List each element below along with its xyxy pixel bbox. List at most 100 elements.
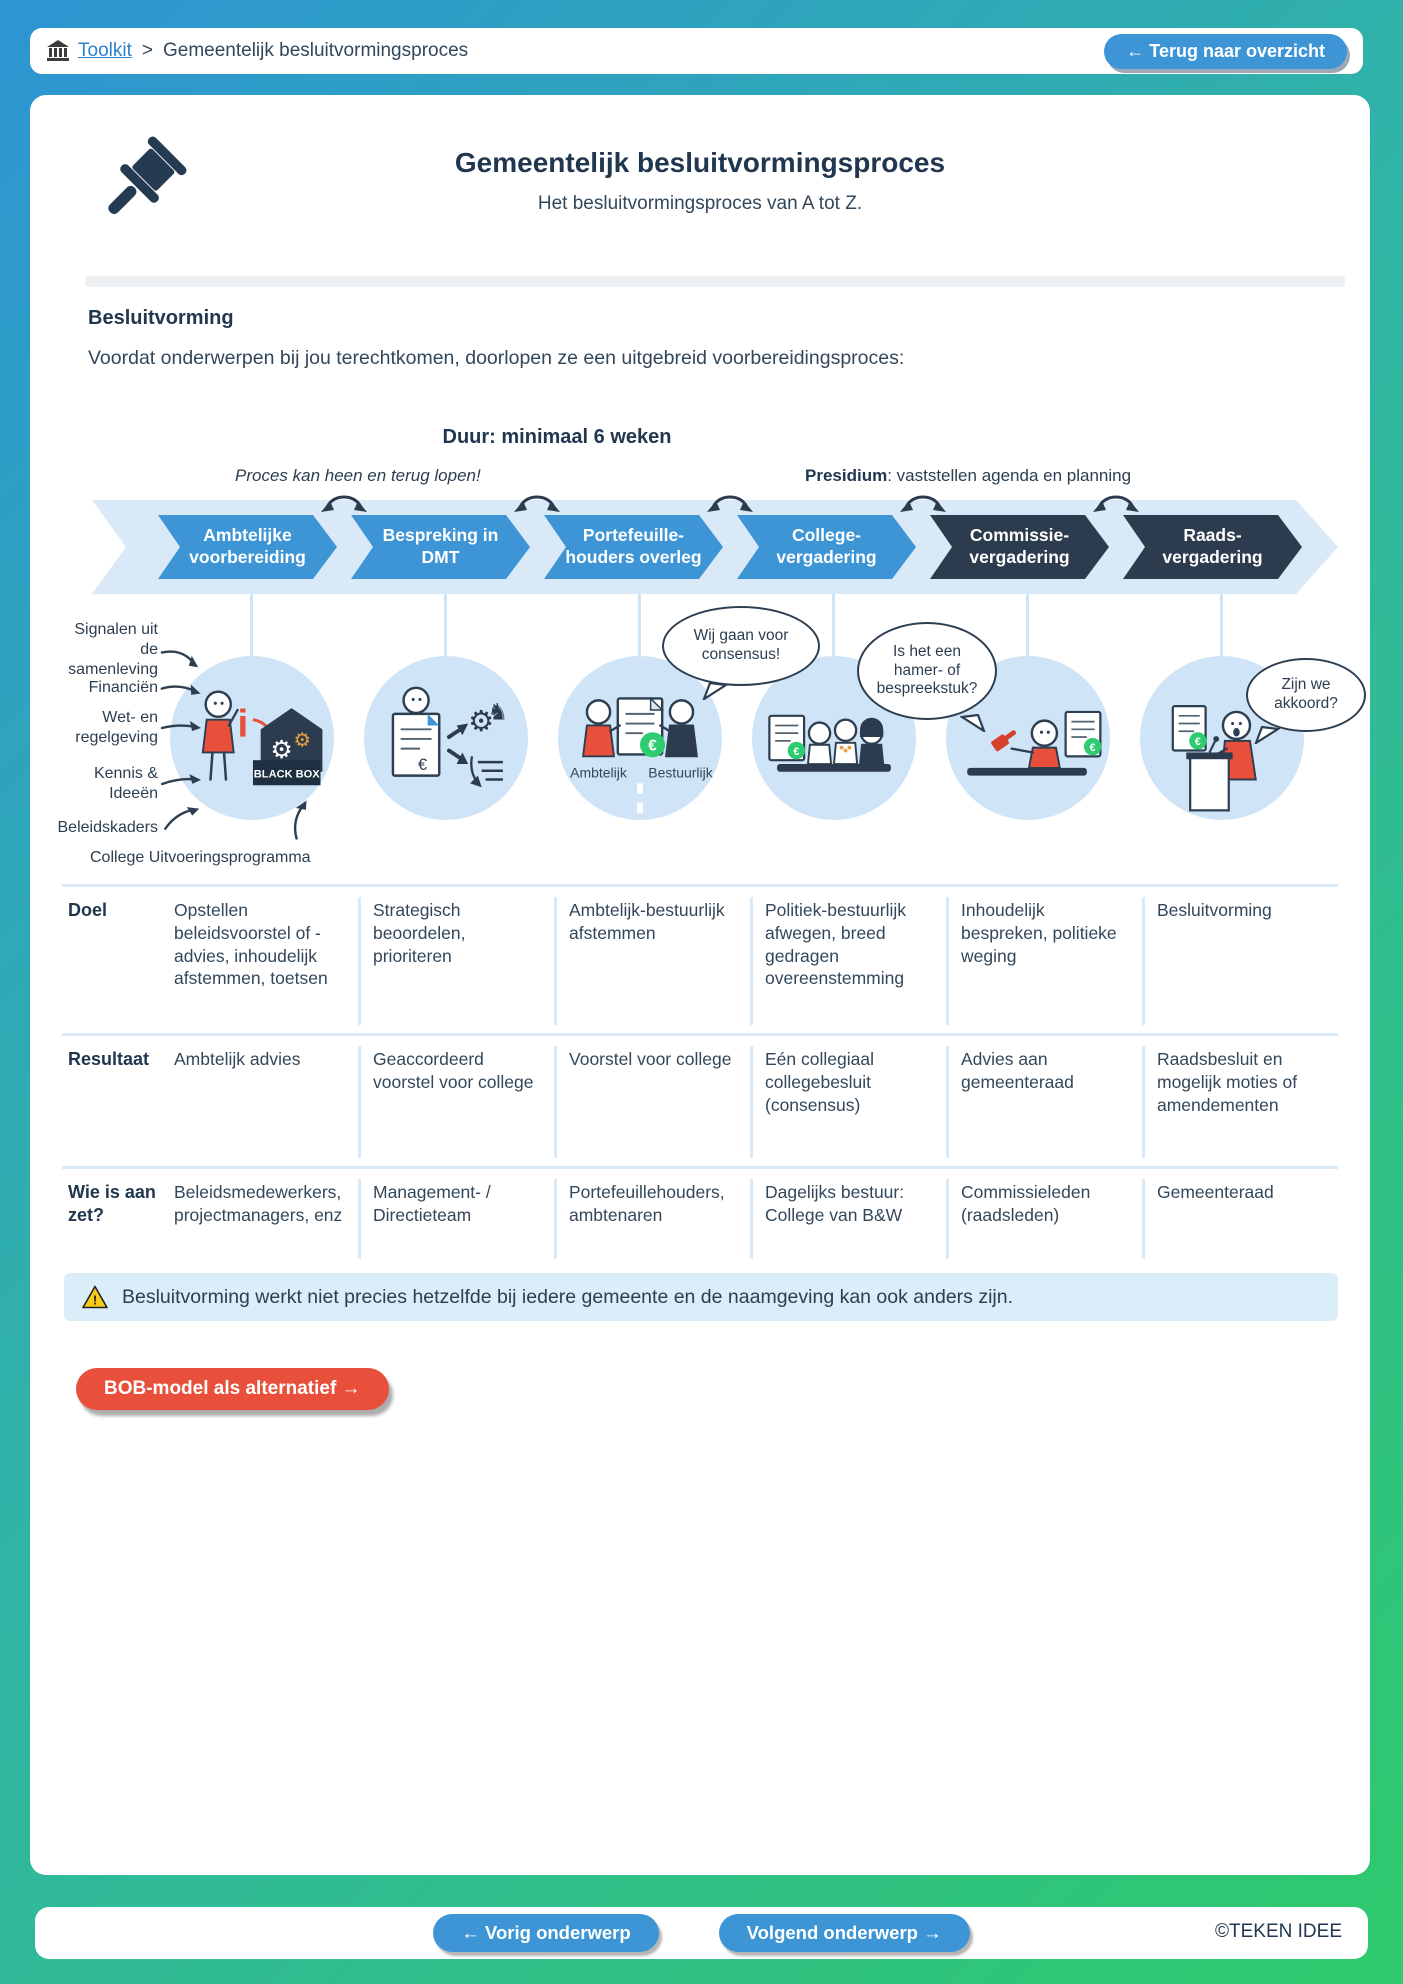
illustration-collegevergadering: €: [752, 656, 916, 820]
input-arrow-icon: [161, 774, 201, 786]
table-cell: Portefeuillehouders, ambtenaren: [554, 1179, 750, 1259]
speech-bubble-tail: [702, 682, 728, 700]
back-forth-arrow-icon: [707, 495, 753, 512]
black-box-label: BLACK BOX: [254, 769, 320, 781]
input-arrow-icon: [160, 684, 201, 695]
illustration-portefeuillehouders-overleg: € Ambtelijk Bestuurlijk: [558, 656, 722, 820]
stage-portefeuillehouders-overleg[interactable]: Portefeuille- houders overleg: [544, 515, 723, 579]
input-label-college-uitvoeringsprogramma: College Uitvoeringsprogramma: [90, 849, 311, 866]
process-band: Ambtelijke voorbereiding Bespreking in D…: [92, 500, 1338, 594]
table-cell: Ambtelijk-bestuurlijk afstemmen: [554, 897, 750, 1025]
input-arrow-icon: [164, 807, 200, 830]
column-connector: [638, 594, 641, 658]
svg-text:€: €: [418, 756, 427, 774]
table-cell: Inhoudelijk bespreken, politieke weging: [946, 897, 1142, 1025]
table-cell: Dagelijks bestuur: College van B&W: [750, 1179, 946, 1259]
table-cell: Opstellen beleidsvoorstel of - advies, i…: [174, 900, 328, 989]
column-connector: [250, 594, 253, 658]
back-forth-arrow-icon: [900, 495, 946, 512]
intro-text: Voordat onderwerpen bij jou terechtkomen…: [88, 347, 905, 369]
stage-ambtelijke-voorbereiding[interactable]: Ambtelijke voorbereiding: [158, 515, 337, 579]
next-topic-button[interactable]: Volgend onderwerp →: [718, 1914, 970, 1952]
back-to-overview-button[interactable]: ← Terug naar overzicht: [1104, 33, 1347, 69]
svg-text:!: !: [93, 1293, 97, 1308]
input-arrow-icon: [160, 721, 201, 731]
table-row-doel: Doel Opstellen beleidsvoorstel of - advi…: [62, 884, 1338, 1033]
input-arrow-icon: [160, 650, 199, 668]
speech-bubble-hamerstuk: Is het een hamer- of bespreekstuk?: [857, 622, 997, 720]
breadcrumb-current: Gemeentelijk besluitvormingsproces: [162, 40, 469, 61]
svg-text:€: €: [1195, 736, 1201, 748]
speech-bubble-akkoord: Zijn we akkoord?: [1246, 658, 1366, 732]
input-label-signalen: Signalen uit de samenleving: [68, 621, 158, 678]
bob-model-button[interactable]: BOB-model als alternatief →: [76, 1368, 389, 1410]
breadcrumb-toolkit-link[interactable]: Toolkit: [78, 40, 132, 61]
column-connector: [1026, 594, 1029, 658]
table-cell: Advies aan gemeenteraad: [946, 1046, 1142, 1158]
illustration-ambtelijke-voorbereiding: i ⚙ ⚙ BLACK BOX: [170, 656, 334, 820]
breadcrumb-separator: >: [141, 40, 153, 61]
illustration-bespreking-dmt: € ⚙ ♞: [364, 656, 528, 820]
back-forth-arrow-icon: [514, 495, 560, 512]
note-presidium: Presidium: vaststellen agenda en plannin…: [805, 466, 1131, 486]
breadcrumb-bar: Toolkit > Gemeentelijk besluitvormingspr…: [30, 28, 1363, 74]
header-divider: [85, 276, 1345, 287]
table-cell: Gemeenteraad: [1142, 1179, 1338, 1259]
row-label: Resultaat: [68, 1049, 150, 1069]
credit-text: ©TEKEN IDEE: [1215, 1921, 1342, 1942]
speech-bubble-tail: [960, 714, 986, 732]
row-label: Doel: [68, 900, 108, 920]
presidium-rest: : vaststellen agenda en planning: [887, 466, 1132, 485]
table-cell: Geaccordeerd voorstel voor college: [358, 1046, 554, 1158]
speech-bubble-tail: [1254, 726, 1280, 744]
input-arrow-icon: [293, 800, 307, 840]
table-cell: Beleidsmedewerkers, projectmanagers, enz: [174, 1182, 343, 1225]
warning-text: Besluitvorming werkt niet precies hetzel…: [122, 1285, 1014, 1308]
svg-text:€: €: [648, 738, 657, 755]
note-back-and-forth: Proces kan heen en terug lopen!: [235, 466, 481, 485]
column-connector: [1220, 594, 1223, 658]
process-figure: Duur: minimaal 6 weken Proces kan heen e…: [58, 400, 1366, 870]
svg-text:⚙: ⚙: [468, 706, 494, 738]
illustration-raadsvergadering: €: [1140, 656, 1304, 820]
table-cell: Ambtelijk advies: [174, 1049, 301, 1069]
stage-raadsvergadering[interactable]: Raads- vergadering: [1123, 515, 1302, 579]
table-cell: Management- / Directieteam: [358, 1179, 554, 1259]
warning-icon: !: [82, 1285, 108, 1309]
warning-note: ! Besluitvorming werkt niet precies hetz…: [64, 1273, 1338, 1321]
table-row-wie-is-aan-zet: Wie is aan zet? Beleidsmedewerkers, proj…: [62, 1166, 1338, 1267]
svg-text:♞: ♞: [487, 699, 508, 725]
input-label-kennis-ideeen: Kennis & Ideeën: [93, 765, 158, 802]
stage-bespreking-dmt[interactable]: Bespreking in DMT: [351, 515, 530, 579]
table-cell: Politiek-bestuurlijk afwegen, breed gedr…: [750, 897, 946, 1025]
svg-text:⚙: ⚙: [270, 736, 292, 764]
gavel-icon: [108, 136, 187, 215]
table-cell: Strategisch beoordelen, prioriteren: [358, 897, 554, 1025]
section-heading: Besluitvorming: [88, 307, 234, 329]
table-cell: Commissieleden (raadsleden): [946, 1179, 1142, 1259]
presidium-bold: Presidium: [805, 466, 888, 485]
back-forth-arrow-icon: [1093, 495, 1139, 512]
main-card: Gemeentelijk besluitvormingsproces Het b…: [30, 95, 1370, 1875]
bank-icon: [47, 40, 69, 61]
speech-bubble-consensus: Wij gaan voor consensus!: [662, 606, 820, 686]
process-table: Doel Opstellen beleidsvoorstel of - advi…: [62, 884, 1338, 1267]
page-title: Gemeentelijk besluitvormingsproces: [454, 147, 946, 178]
stage-collegevergadering[interactable]: College- vergadering: [737, 515, 916, 579]
input-label-beleidskaders: Beleidskaders: [57, 819, 159, 836]
table-cell: Raadsbesluit en mogelijk moties of amend…: [1142, 1046, 1338, 1158]
stage-commissievergadering[interactable]: Commissie- vergadering: [930, 515, 1109, 579]
previous-topic-button[interactable]: ← Vorig onderwerp: [433, 1914, 659, 1952]
input-label-financien: Financiën: [88, 679, 158, 696]
input-label-wet-en-regelgeving: Wet- en regelgeving: [75, 709, 158, 746]
column-connector: [832, 594, 835, 658]
back-forth-arrow-icon: [321, 495, 367, 512]
handover-label-bestuurlijk: Bestuurlijk: [648, 765, 712, 781]
table-cell: Voorstel voor college: [554, 1046, 750, 1158]
duration-label: Duur: minimaal 6 weken: [442, 426, 672, 448]
handover-label-ambtelijk: Ambtelijk: [570, 765, 627, 781]
table-cell: Eén collegiaal collegebesluit (consensus…: [750, 1046, 946, 1158]
svg-text:€: €: [1090, 742, 1096, 754]
row-label: Wie is aan zet?: [68, 1182, 156, 1225]
